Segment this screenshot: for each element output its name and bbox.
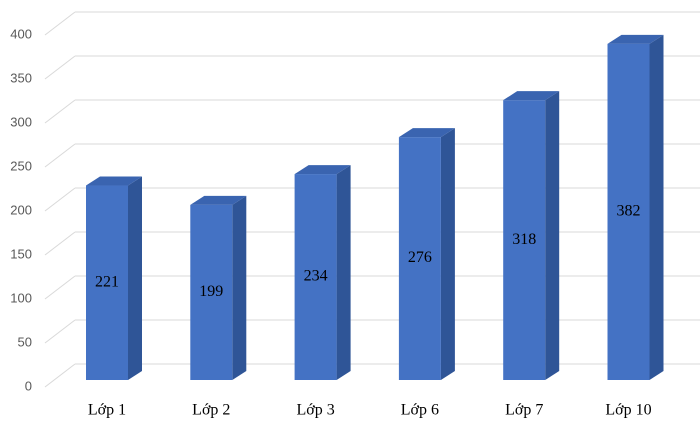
- y-tick-label: 400: [10, 26, 32, 41]
- grid-line: [44, 319, 76, 344]
- bar-side: [128, 176, 142, 380]
- y-tick-label: 300: [10, 114, 32, 129]
- grid-line: [44, 55, 76, 80]
- bar-side: [440, 128, 455, 380]
- bar-side: [336, 165, 351, 380]
- y-tick-label: 100: [10, 290, 32, 305]
- bar: [190, 204, 233, 380]
- grid-line: [44, 363, 76, 388]
- bar-side: [649, 34, 664, 381]
- bar: [294, 174, 337, 380]
- bar: [607, 43, 650, 381]
- grid-line: [44, 231, 76, 256]
- grid-line: [44, 11, 76, 36]
- x-tick-label: Lớp 2: [192, 402, 230, 419]
- grid-line: [44, 275, 76, 300]
- bar: [503, 100, 546, 380]
- bar: [398, 137, 441, 380]
- bar-top: [607, 34, 664, 44]
- bar-top: [86, 176, 142, 186]
- bar: [86, 185, 128, 380]
- data-label: 221: [95, 273, 119, 290]
- y-tick-label: 150: [10, 246, 32, 261]
- grid-line: [44, 187, 76, 212]
- data-label: 318: [512, 231, 536, 248]
- x-tick-label: Lớp 6: [401, 402, 439, 419]
- bar-side: [232, 195, 247, 380]
- data-label: 382: [617, 203, 641, 220]
- grid-line: [44, 99, 76, 124]
- x-tick-label: Lớp 7: [505, 402, 543, 419]
- data-label: 199: [199, 283, 223, 300]
- grid-line: [44, 143, 76, 168]
- y-tick-label: 50: [18, 334, 32, 349]
- y-tick-label: 350: [10, 70, 32, 85]
- y-tick-label: 250: [10, 158, 32, 173]
- x-tick-label: Lớp 10: [605, 402, 651, 419]
- x-tick-label: Lớp 3: [296, 402, 334, 419]
- bar-top: [398, 128, 455, 138]
- y-tick-label: 200: [10, 202, 32, 217]
- bar-top: [294, 165, 351, 175]
- bar-side: [545, 91, 560, 380]
- data-label: 276: [408, 249, 432, 266]
- x-tick-label: Lớp 1: [88, 402, 126, 419]
- y-tick-label: 0: [25, 378, 32, 393]
- data-label: 234: [304, 268, 328, 285]
- bar-top: [503, 91, 560, 101]
- bar-top: [190, 195, 247, 205]
